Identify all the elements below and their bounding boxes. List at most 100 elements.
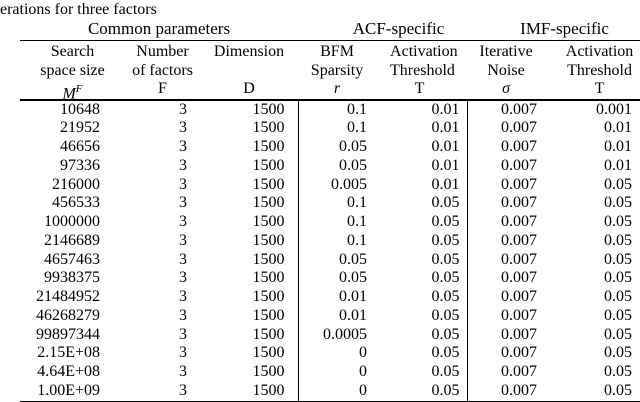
cell: 0.01 [604, 138, 633, 155]
cell: 0.05 [604, 288, 633, 305]
cell: 0.007 [466, 119, 546, 138]
table-row: 4657463 3 1500 0.05 0.05 0.007 0.05 [20, 250, 640, 270]
cell: 0 [297, 344, 391, 363]
cell: 3 [179, 344, 187, 362]
cell: 0.01 [431, 119, 460, 137]
cell: 3 [179, 250, 187, 268]
group-header-imf: IMF-specific [467, 19, 640, 41]
cell: 1500 [252, 288, 285, 305]
cell: 3 [179, 288, 187, 305]
cell: 0.005 [297, 175, 391, 195]
symbol-f: F [158, 80, 167, 97]
cell: 0.05 [431, 213, 460, 230]
cell: 0.05 [604, 269, 633, 287]
cell: 0.05 [431, 306, 460, 324]
cell: 0.05 [431, 231, 460, 249]
cell: 0.007 [466, 306, 546, 326]
cell: 1500 [252, 100, 285, 118]
cell: 0.1 [297, 119, 391, 138]
cell: 1500 [200, 381, 299, 402]
group-header-common: Common parameters [20, 19, 299, 41]
cell: 0.05 [431, 344, 460, 362]
column-header-bfm-sparsity: BFM Sparsity r [298, 40, 391, 101]
cell: 2.15E+08 [37, 344, 100, 362]
cell: 97336 [60, 156, 100, 174]
cell: 1500 [252, 363, 285, 380]
cell: 0.007 [466, 175, 546, 195]
symbol-r: r [333, 80, 341, 97]
cell: 0.007 [466, 250, 546, 270]
table-row: 21484952 3 1500 0.01 0.05 0.007 0.05 [20, 288, 640, 307]
cell: 0.01 [431, 156, 460, 174]
cell: 0.01 [431, 100, 460, 118]
cell: 1500 [252, 175, 285, 193]
cell: 0.007 [466, 156, 546, 176]
table-row: 2146689 3 1500 0.1 0.05 0.007 0.05 [20, 231, 640, 251]
cell: 0.05 [297, 269, 391, 288]
column-header-iterative-noise: Iterative Noise σ [467, 40, 546, 101]
cell: 21484952 [36, 288, 100, 305]
cell: 0.007 [466, 194, 546, 213]
cell: 3 [179, 363, 187, 380]
table-row: 46268279 3 1500 0.01 0.05 0.007 0.05 [20, 306, 640, 326]
cell: 0.01 [431, 175, 460, 193]
table-caption: erations for three factors [0, 1, 157, 18]
cell: 0.05 [431, 194, 460, 212]
cell: 0.05 [431, 250, 460, 268]
cell: 0.05 [604, 363, 633, 380]
cell: 0.05 [604, 175, 633, 193]
column-header-number-of-factors: Number of factors F [125, 40, 200, 101]
table-row: 21952 3 1500 0.1 0.01 0.007 0.01 [20, 119, 640, 138]
cell: 0.1 [297, 99, 391, 120]
cell: 0.001 [596, 100, 633, 118]
cell: 99897344 [36, 325, 100, 343]
cell: 4657463 [44, 250, 100, 268]
cell: 0.05 [604, 231, 633, 249]
table-row: 10648 3 1500 0.1 0.01 0.007 0.001 [20, 99, 640, 120]
cell: 1500 [252, 119, 285, 137]
cell: 0.007 [466, 288, 546, 307]
cell: 456533 [52, 194, 100, 212]
cell: 3 [179, 100, 187, 118]
cell: 0.01 [604, 156, 633, 174]
cell: 0.1 [297, 194, 391, 213]
cell: 3 [125, 381, 200, 402]
cell: 0.007 [466, 381, 546, 402]
cell: 0.007 [466, 138, 546, 157]
column-header-row: Search space size MF Number of factors F… [20, 40, 640, 102]
cell: 4.64E+08 [37, 363, 100, 380]
table-row: 1000000 3 1500 0.1 0.05 0.007 0.05 [20, 213, 640, 232]
table-row: 2.15E+08 3 1500 0 0.05 0.007 0.05 [20, 344, 640, 363]
cell: 0 [297, 363, 391, 382]
group-header-acf: ACF-specific [298, 19, 468, 41]
cell: 3 [179, 175, 187, 193]
cell: 0.01 [297, 288, 391, 307]
cell: 1500 [252, 138, 285, 155]
cell: 0.007 [466, 325, 546, 345]
cell: 0.05 [604, 344, 633, 362]
cell: 0.05 [545, 381, 640, 402]
column-header-dimension: Dimension D [200, 40, 299, 101]
cell: 216000 [52, 175, 100, 193]
cell: 1500 [252, 344, 285, 362]
table-body: 10648 3 1500 0.1 0.01 0.007 0.001 21952 3 1500 0.1… [20, 99, 640, 402]
cell: 1500 [252, 250, 285, 268]
cell: 46268279 [36, 306, 100, 324]
column-header-acf-activation-threshold: Activation Threshold T [390, 40, 468, 101]
column-header-search-space-size: Search space size MF [20, 40, 125, 102]
cell: 0 [297, 381, 391, 402]
cell: 1500 [252, 156, 285, 174]
cell: 0.05 [604, 306, 633, 324]
cell: 1500 [252, 269, 285, 287]
cell: 3 [179, 156, 187, 174]
cell: 0.007 [466, 231, 546, 251]
cell: 0.007 [466, 363, 546, 382]
cell: 1500 [252, 306, 285, 324]
cell: 0.05 [431, 288, 460, 305]
cell: 0.0005 [297, 325, 391, 345]
cell: 0.007 [466, 344, 546, 363]
cell: 0.007 [466, 269, 546, 288]
cell: 3 [179, 138, 187, 155]
cell: 2146689 [44, 231, 100, 249]
cell: 0.01 [604, 119, 633, 137]
